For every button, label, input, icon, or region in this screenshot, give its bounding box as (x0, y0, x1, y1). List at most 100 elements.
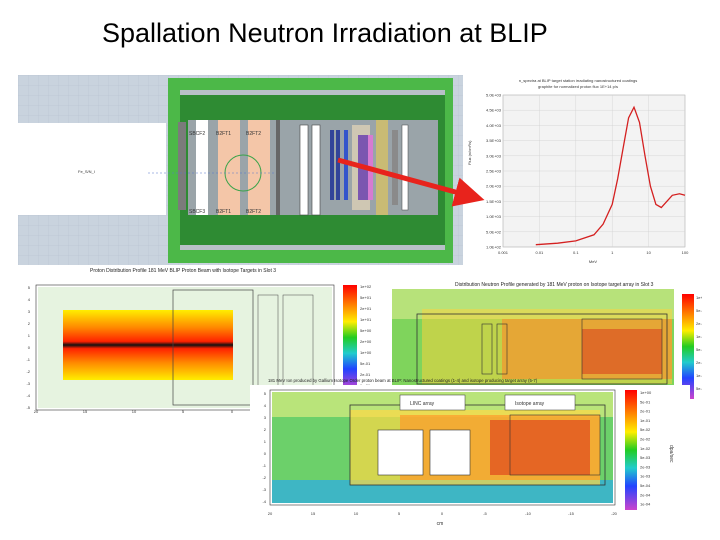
left-y-tick: -4 (26, 393, 30, 398)
bottom-x-tick: -20 (611, 511, 618, 516)
bottom-scale-label: 1e+00 (640, 390, 652, 395)
bottom-scale-labels: 1e+00 5e-01 2e-01 1e-01 5e-02 2e-02 1e-02 5e-03… (640, 390, 652, 507)
bottom-y-tick: -3 (262, 487, 266, 492)
spectrum-x-tick: 10 (646, 250, 651, 255)
bottom-y-tick: 5 (264, 391, 267, 396)
left-scale-label: 5e-01 (360, 361, 371, 366)
spectrum-title: n_spectra at BLIP target station irradia… (519, 78, 637, 83)
left-y-tick: -3 (26, 381, 30, 386)
spectrum-y-tick: 5.0E+02 (486, 229, 502, 234)
spectrum-x-tick: 1 (611, 250, 614, 255)
bottom-x-tick: -10 (525, 511, 532, 516)
bottom-scale-label: 1e-04 (640, 502, 651, 507)
bottom-x-tick: 20 (268, 511, 273, 516)
bottom-scale-label: 1e-02 (640, 446, 651, 451)
bottom-scale-label: 2e-03 (640, 464, 651, 469)
spectrum-x-tick: 0.01 (536, 250, 545, 255)
bottom-x-tick: 0 (441, 511, 444, 516)
left-y-tick: 3 (28, 309, 31, 314)
bottom-x-tick: 10 (354, 511, 359, 516)
left-scale-label: 1e+02 (360, 284, 372, 289)
right-scale-label: 5e-03 (696, 386, 702, 391)
side-label: Fe_S/N_I (78, 169, 95, 174)
bottom-x-tick: -15 (568, 511, 575, 516)
bottom-x-label: cm (437, 521, 444, 527)
spectrum-y-ticks: 5.0E+03 4.5E+03 4.0E+03 3.5E+03 3.0E+03 2.5E+… (486, 93, 502, 250)
left-scale-label: 2e+00 (360, 339, 372, 344)
spectrum-y-tick: 1.5E+03 (486, 199, 502, 204)
slot-labels: SBCF2 B2FT1 B2FT2 SBCF3 B2FT1 B2FT2 (189, 131, 261, 215)
spectrum-y-tick: 4.0E+03 (486, 123, 502, 128)
right-scale-label: 1e-01 (696, 334, 702, 339)
bottom-x-tick: 5 (398, 511, 401, 516)
linc-array-label: LINC array (410, 401, 435, 407)
bottom-y-tick: -2 (262, 475, 266, 480)
spectrum-chart: n_spectra at BLIP target station irradia… (467, 78, 689, 264)
right-heatmap: 1e+00 5e-01 2e-01 1e-01 5e-02 2e-02 1e-02 5e-03 (392, 289, 702, 404)
right-scale-label: 5e-02 (696, 347, 702, 352)
left-x-tick: 20 (34, 409, 39, 414)
bottom-scale-label: 1e-03 (640, 474, 651, 479)
right-map-panel: 1e+00 5e-01 2e-01 1e-01 5e-02 2e-02 1e-02 5e-03 (392, 289, 702, 404)
box-label-5: B2FT2 (246, 209, 261, 215)
geometry-panel: Fe_S/N_I SBCF2 B2FT1 B2FT2 SBCF3 B2FT1 B… (18, 75, 463, 265)
bottom-y-tick: -4 (262, 499, 266, 504)
bottom-x-tick: -5 (483, 511, 487, 516)
left-scale-label: 2e+01 (360, 306, 372, 311)
left-y-tick: 0 (28, 345, 31, 350)
spectrum-x-tick: 0.1 (573, 250, 579, 255)
spectrum-x-ticks: 0.001 0.01 0.1 1 10 100 (498, 250, 689, 255)
spectrum-y-tick: 3.5E+03 (486, 138, 502, 143)
left-scale-label: 1e+00 (360, 350, 372, 355)
box-label-1: B2FT1 (216, 131, 231, 137)
spectrum-panel: n_spectra at BLIP target station irradia… (463, 75, 693, 265)
left-y-tick: 2 (28, 321, 31, 326)
bottom-scale-label: 5e-04 (640, 483, 651, 488)
bottom-x-ticks: 20 15 10 5 0 -5 -10 -15 -20 (268, 511, 618, 516)
spectrum-y-tick: 5.0E+03 (486, 93, 502, 98)
left-color-scale (343, 285, 357, 390)
left-y-tick: 4 (28, 297, 31, 302)
right-color-scale (682, 294, 694, 399)
bottom-y-tick: 1 (264, 439, 267, 444)
bottom-scale-label: 2e-04 (640, 492, 651, 497)
left-x-tick: 5 (182, 409, 185, 414)
spectrum-subtitle: graphite for normalized proton flux 1E+1… (538, 84, 618, 89)
bottom-y-tick: 4 (264, 403, 267, 408)
bottom-scale-label: 5e-02 (640, 427, 651, 432)
red-arrow (337, 157, 485, 207)
left-scale-label: 5e+00 (360, 328, 372, 333)
spectrum-y-tick: 2.5E+03 (486, 169, 502, 174)
left-x-tick: 10 (132, 409, 137, 414)
spectrum-x-label: MeV (589, 259, 598, 264)
left-y-tick: 1 (28, 333, 31, 338)
left-scale-labels: 1e+02 5e+01 2e+01 1e+01 5e+00 2e+00 1e+00 5e-01… (360, 284, 372, 388)
left-y-ticks: 5 4 3 2 1 0 -1 -2 -3 -4 -5 (26, 285, 30, 410)
bottom-scale-label: 1e-01 (640, 418, 651, 423)
beam-window (18, 123, 166, 215)
box-label-3: SBCF3 (189, 209, 205, 215)
bottom-map-caption: 181 MeV Ion produced by Gallium Isotope … (268, 378, 538, 383)
left-scale-label: 1e+01 (360, 317, 372, 322)
bottom-scale-label: 2e-02 (640, 437, 651, 442)
right-scale-label: 2e-01 (696, 321, 702, 326)
bottom-x-tick: 15 (311, 511, 316, 516)
bottom-y-tick: 0 (264, 451, 267, 456)
spectrum-y-tick: 2.0E+03 (486, 184, 502, 189)
right-scale-label: 1e+00 (696, 295, 702, 300)
right-scale-labels: 1e+00 5e-01 2e-01 1e-01 5e-02 2e-02 1e-02 5e-03 (696, 295, 702, 391)
spectrum-x-tick: 100 (682, 250, 689, 255)
box-label-2: B2FT2 (246, 131, 261, 137)
left-y-tick: -2 (26, 369, 30, 374)
left-y-tick: 5 (28, 285, 31, 290)
bottom-map-panel: LINC array Isotope array 5 4 3 2 1 0 -1 -2 -3 -4 … (250, 385, 690, 530)
bottom-scale-title: dpa/sec (668, 445, 674, 463)
left-scale-label: 2e-01 (360, 372, 371, 377)
spectrum-x-tick: 0.001 (498, 250, 509, 255)
left-y-tick: -5 (26, 405, 30, 410)
spectrum-y-tick: 1.0E+03 (486, 214, 502, 219)
left-scale-label: 5e+01 (360, 295, 372, 300)
bottom-y-tick: 3 (264, 415, 267, 420)
left-x-tick: 15 (83, 409, 88, 414)
